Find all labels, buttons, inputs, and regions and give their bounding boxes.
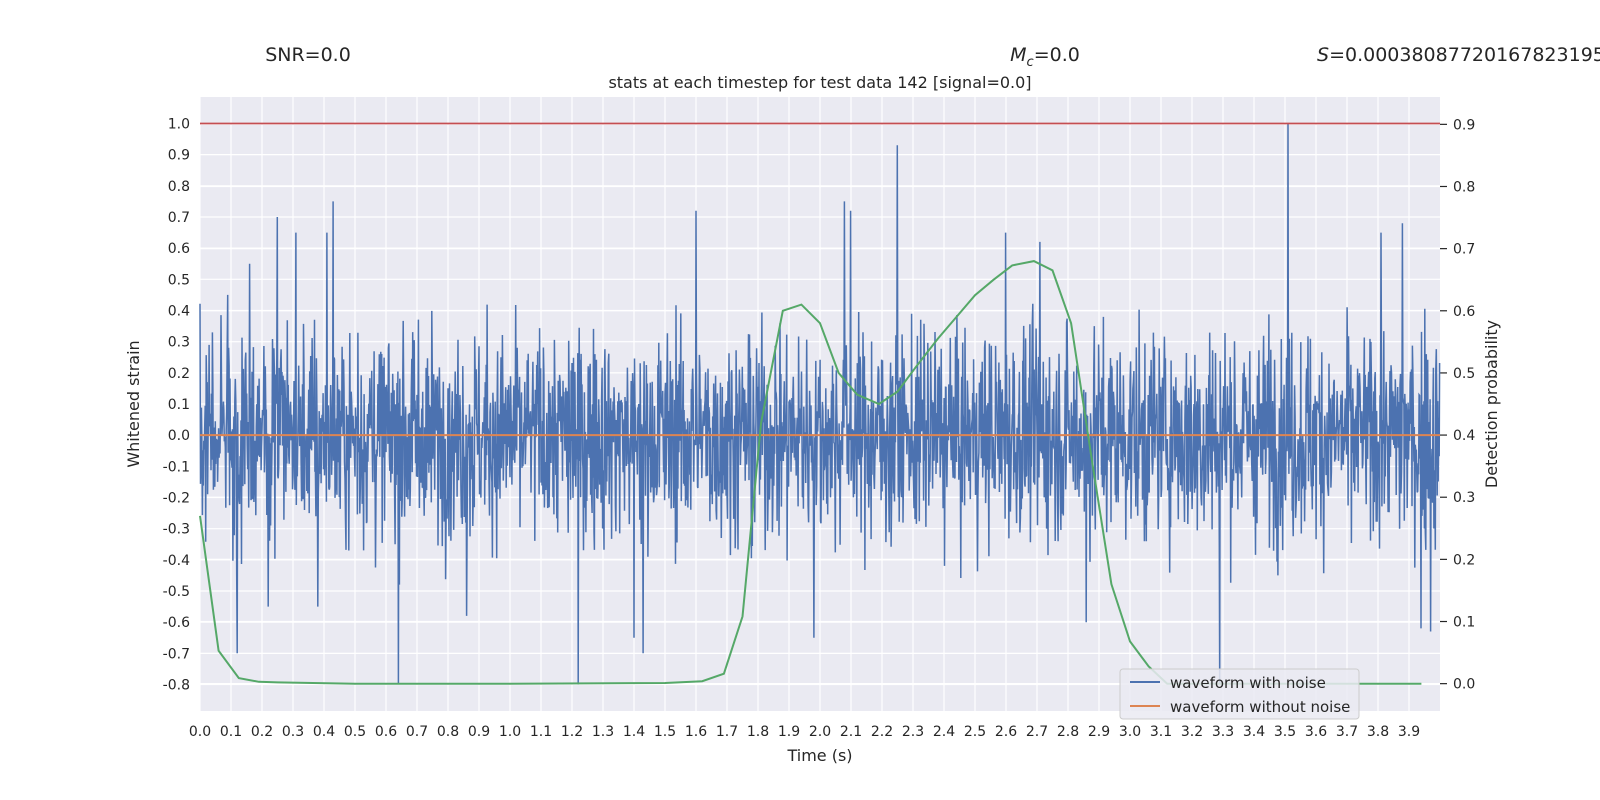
x-tick-label: 3.9 xyxy=(1398,724,1420,740)
y-tick-label: -0.6 xyxy=(163,615,190,631)
y-right-tick-label: 0.2 xyxy=(1453,552,1475,568)
y-right-tick-labels: 0.9 0.8 0.7 0.6 0.5 0.4 0.3 0.2 0.1 0.0 xyxy=(1440,117,1475,693)
x-tick-label: 1.3 xyxy=(592,724,614,740)
x-tick-label: 1.6 xyxy=(685,724,707,740)
s-statistic-value: =0.00038087720167823195 xyxy=(1329,44,1600,66)
x-tick-label: 1.4 xyxy=(623,724,645,740)
x-tick-label: 0.4 xyxy=(313,724,335,740)
y-tick-label: -0.5 xyxy=(163,584,190,600)
x-tick-label: 3.7 xyxy=(1336,724,1358,740)
y-tick-label: 0.6 xyxy=(168,241,190,257)
detection-probability-line xyxy=(199,260,1422,685)
x-tick-label: 2.9 xyxy=(1088,724,1110,740)
y-right-axis-label: Detection probability xyxy=(1482,320,1501,488)
y-right-tick-label: 0.1 xyxy=(1453,615,1475,631)
x-tick-label: 2.5 xyxy=(964,724,986,740)
x-tick-label: 2.2 xyxy=(871,724,893,740)
chirp-mass-symbol: M xyxy=(1010,44,1026,66)
x-tick-label: 0.7 xyxy=(406,724,428,740)
y-tick-label: 0.9 xyxy=(168,148,190,164)
x-tick-label: 2.7 xyxy=(1026,724,1048,740)
x-tick-labels: 0.0 0.1 0.2 0.3 0.4 0.5 0.6 0.7 0.8 0.9 1.0 1.1 1.2 1… xyxy=(189,724,1420,740)
x-tick-label: 3.6 xyxy=(1305,724,1327,740)
legend-box xyxy=(1119,668,1360,720)
x-tick-label: 3.3 xyxy=(1212,724,1234,740)
x-tick-label: 2.8 xyxy=(1057,724,1079,740)
y-tick-label: 0.7 xyxy=(168,210,190,226)
y-right-tick-label: 0.0 xyxy=(1453,677,1475,693)
legend-label-noisy: waveform with noise xyxy=(1170,674,1326,692)
x-tick-label: 2.3 xyxy=(902,724,924,740)
legend-label-clean: waveform without noise xyxy=(1170,698,1350,716)
x-tick-label: 1.0 xyxy=(499,724,521,740)
chirp-mass-label: Mc=0.0 xyxy=(1010,44,1080,70)
y-tick-label: 0.8 xyxy=(168,179,190,195)
x-tick-label: 2.1 xyxy=(840,724,862,740)
y-axis-label: Whitened strain xyxy=(124,340,143,467)
y-right-tick-label: 0.4 xyxy=(1453,428,1475,444)
x-tick-label: 3.0 xyxy=(1119,724,1141,740)
y-tick-label: -0.7 xyxy=(163,646,190,662)
x-tick-label: 1.5 xyxy=(654,724,676,740)
x-tick-label: 0.2 xyxy=(251,724,273,740)
x-tick-label: 3.4 xyxy=(1243,724,1265,740)
chirp-mass-value: =0.0 xyxy=(1034,44,1080,66)
x-tick-label: 0.0 xyxy=(189,724,211,740)
y-right-tick-label: 0.3 xyxy=(1453,490,1475,506)
y-tick-label: 1.0 xyxy=(168,116,190,132)
x-tick-label: 0.3 xyxy=(282,724,304,740)
y-tick-label: 0.2 xyxy=(168,366,190,382)
s-statistic-label: S=0.00038087720167823195 xyxy=(1317,44,1600,66)
s-statistic-symbol: S xyxy=(1317,44,1329,66)
y-tick-label: 0.4 xyxy=(168,303,190,319)
y-tick-label: -0.4 xyxy=(163,553,190,569)
y-tick-labels: 1.0 0.9 0.8 0.7 0.6 0.5 0.4 0.3 0.2 0.1 0.0 -0.1 -0.… xyxy=(163,116,190,693)
y-right-tick-label: 0.5 xyxy=(1453,366,1475,382)
y-tick-label: 0.1 xyxy=(168,397,190,413)
snr-label: SNR=0.0 xyxy=(265,44,351,66)
x-tick-label: 1.9 xyxy=(778,724,800,740)
y-tick-label: -0.3 xyxy=(163,522,190,538)
y-tick-label: -0.2 xyxy=(163,491,190,507)
x-tick-label: 1.8 xyxy=(747,724,769,740)
x-tick-label: 0.1 xyxy=(220,724,242,740)
chart-title: stats at each timestep for test data 142… xyxy=(608,73,1031,92)
x-tick-label: 0.5 xyxy=(344,724,366,740)
chirp-mass-subscript: c xyxy=(1027,55,1034,70)
x-tick-label: 2.0 xyxy=(809,724,831,740)
x-tick-label: 1.7 xyxy=(716,724,738,740)
y-right-tick-label: 0.9 xyxy=(1453,117,1475,133)
y-tick-label: 0.0 xyxy=(168,428,190,444)
plot-content xyxy=(199,122,1441,685)
x-axis-label: Time (s) xyxy=(786,746,852,765)
x-tick-label: 3.1 xyxy=(1150,724,1172,740)
y-tick-label: -0.8 xyxy=(163,678,190,694)
noisy-waveform-line xyxy=(199,123,1441,685)
series-detection-probability xyxy=(199,260,1422,685)
y-right-tick-label: 0.7 xyxy=(1453,242,1475,258)
x-tick-label: 1.1 xyxy=(530,724,552,740)
y-tick-label: 0.3 xyxy=(168,335,190,351)
x-tick-label: 0.8 xyxy=(437,724,459,740)
x-tick-label: 0.6 xyxy=(375,724,397,740)
x-tick-label: 2.4 xyxy=(933,724,955,740)
x-tick-label: 1.2 xyxy=(561,724,583,740)
y-right-tick-label: 0.8 xyxy=(1453,179,1475,195)
y-tick-label: 0.5 xyxy=(168,272,190,288)
x-tick-label: 3.2 xyxy=(1181,724,1203,740)
x-tick-label: 2.6 xyxy=(995,724,1017,740)
series-waveform-with-noise xyxy=(199,123,1441,685)
x-tick-label: 3.5 xyxy=(1274,724,1296,740)
x-tick-label: 0.9 xyxy=(468,724,490,740)
x-tick-label: 3.8 xyxy=(1367,724,1389,740)
y-right-tick-label: 0.6 xyxy=(1453,304,1475,320)
legend: waveform with noise waveform without noi… xyxy=(1119,668,1360,720)
y-tick-label: -0.1 xyxy=(163,459,190,475)
